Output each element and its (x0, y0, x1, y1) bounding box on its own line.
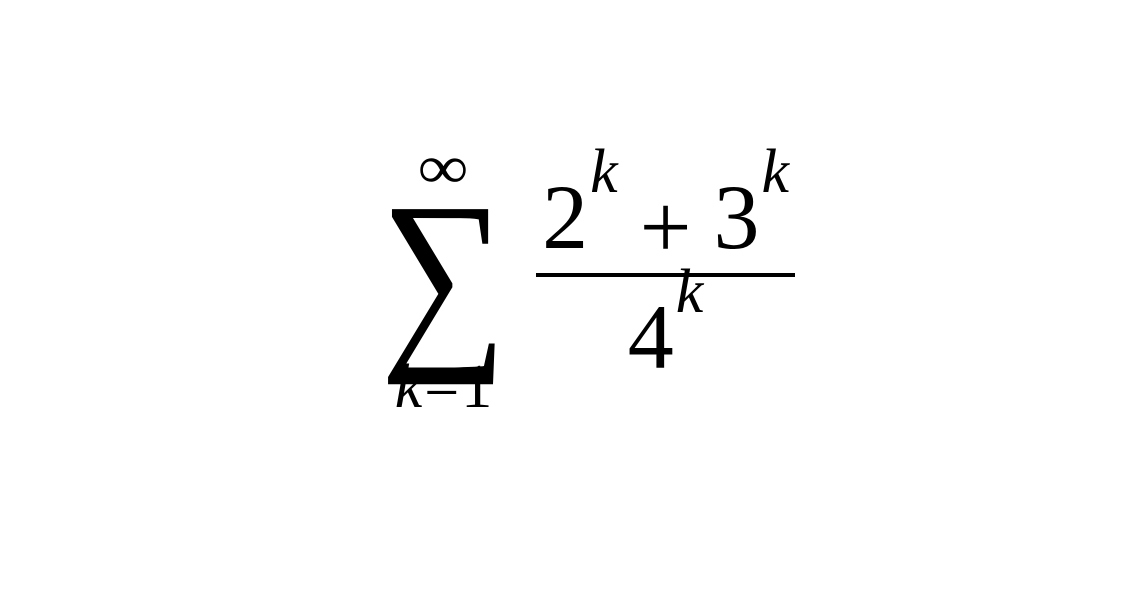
sigma-symbol: ∑ (380, 192, 507, 358)
num-term2-base: 3 (714, 171, 760, 263)
den-base: 4 (628, 291, 674, 383)
summation-formula: ∞ ∑ k=1 2k + 3k 4k (373, 137, 795, 417)
num-term1-base: 2 (542, 171, 588, 263)
summation-operator: ∞ ∑ k=1 (373, 137, 514, 417)
numerator: 2k + 3k (536, 171, 795, 263)
num-term1-exp: k (590, 141, 618, 203)
den-exp: k (676, 261, 704, 323)
fraction: 2k + 3k 4k (536, 171, 795, 383)
num-term2-exp: k (762, 141, 790, 203)
canvas: ∞ ∑ k=1 2k + 3k 4k (0, 0, 1136, 591)
denominator: 4k (628, 291, 704, 383)
